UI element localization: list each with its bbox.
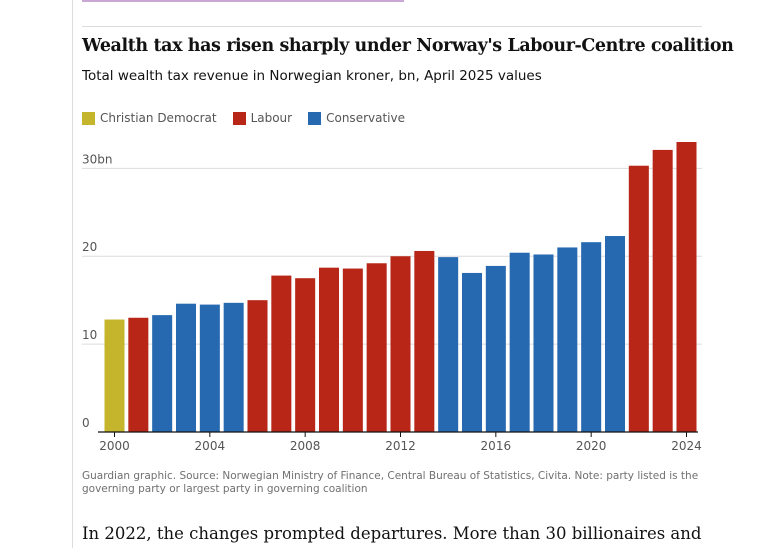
bar-2009 [318, 267, 340, 432]
legend-swatch-conservative [308, 111, 322, 125]
bar-2004 [199, 304, 220, 432]
x-tick-label-2008: 2008 [290, 439, 321, 453]
x-tick-label-2016: 2016 [481, 439, 512, 453]
bar-2022 [628, 165, 649, 433]
legend-label-christian-democrat: Christian Democrat [100, 111, 217, 125]
bar-2003 [175, 303, 197, 432]
chart-legend: Christian Democrat Labour Conservative [82, 111, 421, 125]
y-tick-label-20: 20 [82, 240, 97, 254]
bar-2019 [557, 247, 578, 432]
bar-2012 [390, 256, 411, 432]
chart-subtitle: Total wealth tax revenue in Norwegian kr… [82, 68, 542, 84]
bar-2021 [604, 236, 626, 432]
bar-2006 [247, 300, 268, 432]
bar-2014 [438, 257, 459, 432]
legend-label-conservative: Conservative [326, 111, 405, 125]
legend-item-conservative: Conservative [308, 111, 405, 125]
bar-2002 [152, 315, 173, 432]
y-tick-label-10: 10 [82, 328, 97, 342]
chart-top-rule [82, 26, 702, 27]
x-tick-label-2012: 2012 [385, 439, 416, 453]
x-tick-label-2004: 2004 [195, 439, 226, 453]
bar-2020 [581, 242, 602, 432]
x-tick-label-2024: 2024 [671, 439, 702, 453]
source-note: Guardian graphic. Source: Norwegian Mini… [82, 470, 699, 495]
bar-2023 [652, 149, 673, 432]
bar-2013 [414, 250, 435, 432]
bar-2017 [509, 252, 530, 432]
x-tick-label-2020: 2020 [576, 439, 607, 453]
bar-2007 [271, 275, 292, 432]
article-body-text: In 2022, the changes prompted departures… [82, 524, 702, 543]
x-tick-label-2000: 2000 [99, 439, 130, 453]
bar-2018 [533, 254, 554, 432]
article-left-rule [72, 0, 73, 548]
bar-2000 [104, 319, 125, 432]
legend-swatch-christian-democrat [82, 111, 95, 125]
bar-2001 [128, 317, 149, 432]
bar-2016 [485, 265, 506, 432]
y-tick-label-0: 0 [82, 416, 90, 430]
bar-2024 [676, 142, 697, 432]
bar-2005 [223, 302, 244, 432]
legend-item-labour: Labour [232, 111, 293, 125]
bar-2015 [461, 272, 483, 432]
bar-2010 [342, 268, 363, 432]
legend-item-christian-democrat: Christian Democrat [82, 111, 217, 125]
legend-swatch-labour [232, 111, 246, 125]
bar-2008 [295, 278, 316, 432]
previous-content-strip [82, 0, 404, 2]
y-tick-label-30: 30bn [82, 152, 113, 166]
bar-2011 [366, 263, 387, 432]
legend-label-labour: Labour [250, 111, 293, 125]
chart-title: Wealth tax has risen sharply under Norwa… [82, 36, 734, 56]
